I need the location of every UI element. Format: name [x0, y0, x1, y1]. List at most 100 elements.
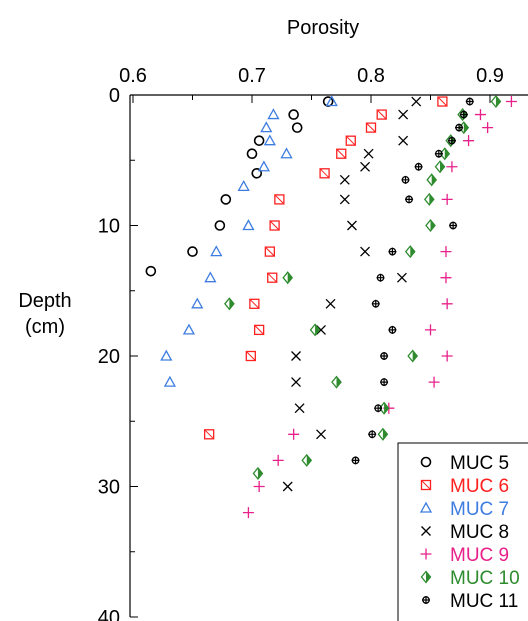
data-point: [441, 193, 453, 205]
data-point: [269, 220, 280, 231]
data-point: [291, 377, 301, 388]
data-point: [441, 350, 453, 362]
legend-marker: [420, 570, 432, 584]
data-point: [253, 481, 265, 492]
data-point: [336, 148, 347, 159]
data-point: [249, 298, 260, 309]
data-point: [365, 122, 377, 133]
series-muc-10: [224, 94, 502, 480]
data-point: [191, 297, 204, 309]
data-point: [398, 109, 409, 120]
series-muc-11: [351, 97, 474, 465]
data-point: [242, 507, 254, 519]
legend-marker: [420, 479, 432, 491]
data-point: [398, 135, 409, 146]
data-point: [426, 173, 438, 187]
data-point: [163, 375, 176, 387]
axes: 0.6 0.7 0.8 0.9 0 10 20 30 40: [98, 65, 528, 621]
data-point: [411, 96, 422, 107]
data-point: [160, 349, 173, 361]
data-point: [360, 161, 371, 172]
data-point: [505, 96, 517, 108]
data-point: [388, 247, 397, 256]
legend-marker: [421, 526, 431, 536]
y-tick-label: 0: [109, 85, 120, 107]
data-point: [145, 265, 157, 277]
legend-label: MUC 9: [450, 545, 509, 566]
data-point: [253, 324, 265, 336]
data-point: [437, 96, 448, 107]
data-point: [414, 162, 423, 171]
y-tick-label: 40: [98, 607, 120, 621]
data-point: [246, 148, 258, 160]
data-point: [465, 97, 474, 106]
data-point: [455, 123, 464, 132]
x-tick-label: 0.6: [119, 65, 147, 87]
data-point: [204, 271, 217, 283]
series-muc-7: [160, 95, 338, 387]
data-point: [339, 194, 350, 205]
legend-label: MUC 6: [450, 476, 509, 497]
data-point: [187, 246, 198, 257]
legend-marker: [422, 596, 430, 604]
data-point: [371, 299, 380, 308]
legend-marker: [420, 456, 432, 468]
data-point: [449, 221, 458, 230]
data-point: [288, 428, 300, 440]
data-point: [291, 351, 301, 361]
data-point: [257, 160, 271, 172]
x-tick-label: 0.9: [476, 65, 504, 87]
data-point: [404, 245, 416, 259]
data-point: [388, 325, 397, 334]
x-tick-label: 0.8: [357, 65, 385, 87]
data-point: [423, 192, 435, 206]
data-point: [446, 161, 458, 173]
data-point: [396, 272, 407, 283]
data-point: [351, 456, 360, 465]
data-point: [242, 219, 255, 231]
data-point: [360, 246, 371, 257]
data-point: [380, 378, 389, 387]
data-point: [474, 109, 486, 121]
series-muc-6: [204, 96, 448, 440]
data-point: [407, 349, 418, 363]
legend-box: [397, 442, 528, 621]
legend-label: MUC 7: [450, 499, 509, 520]
data-point: [441, 298, 453, 310]
legend-label: MUC 5: [450, 453, 509, 474]
series-muc-8: [282, 96, 422, 492]
data-point: [459, 110, 468, 119]
data-point: [440, 272, 452, 284]
data-point: [401, 175, 410, 184]
y-tick-label: 10: [98, 216, 120, 238]
data-point: [331, 375, 342, 389]
data-point: [237, 180, 250, 192]
data-point: [301, 453, 313, 467]
data-point: [204, 429, 215, 440]
data-point: [267, 272, 278, 283]
data-point: [252, 466, 264, 480]
data-point: [251, 168, 263, 179]
x-tick-label: 0.7: [238, 65, 266, 87]
data-point: [291, 122, 303, 133]
x-axis-title: Porosity: [287, 17, 359, 39]
data-point: [280, 147, 293, 159]
data-point: [263, 134, 276, 146]
data-point: [425, 324, 436, 336]
data-point: [282, 271, 294, 285]
data-point: [319, 168, 330, 179]
data-point: [458, 121, 470, 135]
data-point: [272, 454, 284, 466]
legend-marker: [419, 501, 433, 513]
data-points: [145, 94, 517, 519]
data-point: [363, 148, 374, 159]
series-muc-9: [242, 96, 517, 519]
data-point: [377, 427, 389, 441]
data-point: [182, 323, 196, 335]
data-point: [434, 149, 443, 158]
y-tick-label: 30: [98, 477, 120, 499]
data-point: [294, 403, 305, 414]
legend-marker: [420, 548, 432, 560]
data-point: [264, 246, 276, 257]
